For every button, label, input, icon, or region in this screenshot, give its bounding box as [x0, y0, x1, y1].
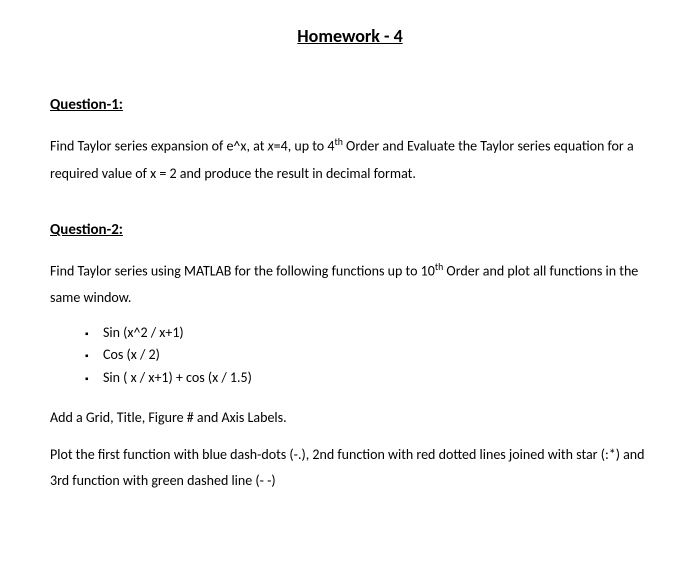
question-1-heading: Question-1: — [50, 92, 650, 119]
list-item: Sin (x^2 / x+1) — [85, 322, 650, 344]
question-1-text: Find Taylor series expansion of e^x, at … — [50, 133, 650, 187]
function-list: Sin (x^2 / x+1) Cos (x / 2) Sin ( x / x+… — [85, 322, 650, 389]
q1-text-p2: =4, up to 4 — [274, 138, 335, 155]
list-item: Cos (x / 2) — [85, 344, 650, 366]
page-title: Homework - 4 — [50, 20, 650, 52]
q2-p1-part1: Find Taylor series using MATLAB for the … — [50, 263, 435, 280]
question-2-heading: Question-2: — [50, 217, 650, 244]
question-2-para3: Plot the first function with blue dash-d… — [50, 442, 650, 495]
q1-sup-th: th — [334, 136, 342, 148]
question-2-para1: Find Taylor series using MATLAB for the … — [50, 258, 650, 312]
question-2-para2: Add a Grid, Title, Figure # and Axis Lab… — [50, 405, 650, 432]
list-item: Sin ( x / x+1) + cos (x / 1.5) — [85, 367, 650, 389]
q1-text-p1: Find Taylor series expansion of e^x, at — [50, 138, 268, 155]
q2-p1-sup: th — [435, 261, 443, 273]
